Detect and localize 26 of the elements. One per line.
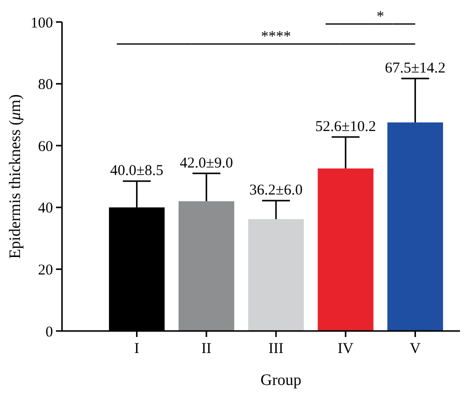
data-label: 40.0±8.5 [110, 163, 164, 180]
y-tick-label: 40 [38, 200, 53, 217]
x-tick-label: II [201, 341, 212, 357]
x-tick-label: IV [338, 341, 354, 357]
x-tick-label: V [410, 341, 421, 357]
significance-bracket: * [326, 9, 416, 25]
x-tick-label: I [134, 341, 140, 357]
y-tick-label: 20 [38, 262, 53, 278]
annotation: * [376, 9, 384, 25]
x-axis-title: Group [260, 372, 302, 389]
y-tick-label: 0 [46, 324, 53, 340]
bar [318, 168, 374, 331]
bar [178, 201, 234, 331]
y-tick-label: 100 [30, 15, 53, 32]
data-label: 42.0±9.0 [180, 155, 234, 172]
data-label: 67.5±14.2 [384, 60, 446, 77]
y-tick-label: 80 [38, 77, 53, 94]
annotation: **** [261, 29, 291, 45]
y-axis-title: Epidermis thickness (μm) [7, 94, 24, 259]
bar [387, 122, 444, 331]
significance-bracket: **** [116, 29, 416, 45]
y-tick-label: 60 [38, 138, 53, 155]
x-tick-label: III [268, 341, 284, 357]
data-label: 52.6±10.2 [315, 118, 376, 135]
bar [248, 219, 304, 331]
data-label: 36.2±6.0 [249, 182, 303, 199]
